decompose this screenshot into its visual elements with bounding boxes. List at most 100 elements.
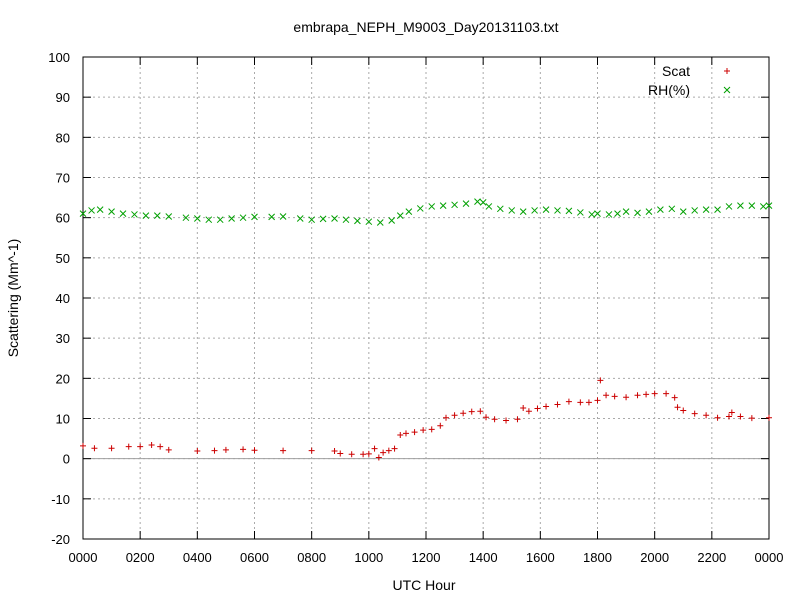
rh-point <box>205 216 213 224</box>
rh-point <box>737 202 744 209</box>
rh-point <box>331 215 338 222</box>
series <box>79 198 773 461</box>
scat-point <box>371 445 378 452</box>
scat-point <box>725 413 732 420</box>
scat-point <box>577 399 584 406</box>
scat-point <box>251 447 258 454</box>
rh-point <box>605 211 613 218</box>
rh-point <box>396 212 404 220</box>
x-tick-label: 1800 <box>583 550 612 565</box>
scat-point <box>594 397 601 404</box>
rh-point <box>485 203 493 210</box>
series-rh <box>79 198 773 226</box>
rh-point <box>622 208 630 215</box>
scat-point <box>748 415 755 422</box>
rh-point <box>165 213 173 220</box>
legend-marker <box>724 68 730 74</box>
rh-point <box>228 215 235 222</box>
scat-point <box>643 391 650 398</box>
rh-point <box>365 218 373 226</box>
rh-point <box>182 214 190 222</box>
scat-point <box>491 416 498 423</box>
scat-point <box>240 446 247 453</box>
rh-point <box>308 216 316 224</box>
rh-point <box>354 217 361 225</box>
scat-point <box>148 442 155 449</box>
rh-point <box>702 206 710 213</box>
x-tick-label: 0600 <box>240 550 269 565</box>
rh-point <box>319 215 327 223</box>
y-tick-label: 40 <box>56 291 70 306</box>
scat-point <box>671 394 678 401</box>
rh-point <box>216 216 224 224</box>
rh-point <box>725 203 733 210</box>
scat-point <box>554 401 561 408</box>
rh-point <box>519 208 527 215</box>
scat-point <box>397 431 404 438</box>
rh-point <box>634 209 641 217</box>
y-tick-label: -20 <box>51 532 70 547</box>
scat-point <box>674 404 681 411</box>
scat-point <box>543 403 550 410</box>
scat-point <box>483 414 490 421</box>
rh-point <box>714 206 721 213</box>
x-tick-label: 1200 <box>412 550 441 565</box>
rh-point <box>405 208 413 215</box>
rh-point <box>131 211 138 218</box>
rh-point <box>342 216 350 224</box>
legend-label: RH(%) <box>648 82 690 98</box>
rh-point <box>193 215 201 222</box>
scat-point <box>211 447 218 454</box>
rh-point <box>576 209 584 216</box>
scat-point <box>108 445 115 452</box>
x-axis-label: UTC Hour <box>392 577 455 593</box>
y-tick-label: 60 <box>56 211 70 226</box>
scat-point <box>411 429 418 436</box>
scat-point <box>157 443 164 450</box>
scat-point <box>331 448 338 455</box>
scat-point <box>651 390 658 397</box>
scat-point <box>737 413 744 420</box>
scat-point <box>91 445 98 452</box>
scat-point <box>402 430 409 437</box>
scat-point <box>468 408 475 415</box>
x-tick-label: 2000 <box>640 550 669 565</box>
x-tick-label: 2200 <box>697 550 726 565</box>
rh-point <box>108 208 115 215</box>
rh-point <box>279 213 287 220</box>
y-tick-label: -10 <box>51 492 70 507</box>
rh-point <box>451 201 458 209</box>
scat-point <box>634 392 641 399</box>
scat-point <box>585 399 592 406</box>
scat-point <box>443 414 450 421</box>
rh-point <box>542 206 550 213</box>
rh-point <box>554 207 561 214</box>
y-tick-labels: -20 -10 0 10 20 30 40 50 60 70 80 90 100 <box>48 50 70 547</box>
rh-point <box>748 202 756 209</box>
scat-point <box>728 409 735 416</box>
grid <box>83 57 769 539</box>
rh-point <box>142 212 150 220</box>
scat-point <box>375 454 382 461</box>
y-axis-label: Scattering (Mm^-1) <box>5 239 21 358</box>
chart-title: embrapa_NEPH_M9003_Day20131103.txt <box>293 19 558 35</box>
rh-point <box>119 210 127 218</box>
rh-point <box>79 210 87 218</box>
scat-point <box>420 427 427 434</box>
scat-point <box>137 443 144 450</box>
rh-point <box>268 213 276 221</box>
rh-point <box>668 205 676 213</box>
rh-point <box>239 214 247 222</box>
scat-point <box>80 442 86 449</box>
scat-point <box>680 407 687 414</box>
rh-point <box>479 199 487 206</box>
rh-point <box>153 212 161 220</box>
rh-point <box>531 207 538 214</box>
scat-point <box>520 405 527 412</box>
rh-point <box>376 219 384 226</box>
rh-point <box>614 210 621 218</box>
scat-point <box>428 426 435 433</box>
scat-point <box>503 417 510 424</box>
scat-point <box>514 416 521 423</box>
y-tick-label: 30 <box>56 331 70 346</box>
